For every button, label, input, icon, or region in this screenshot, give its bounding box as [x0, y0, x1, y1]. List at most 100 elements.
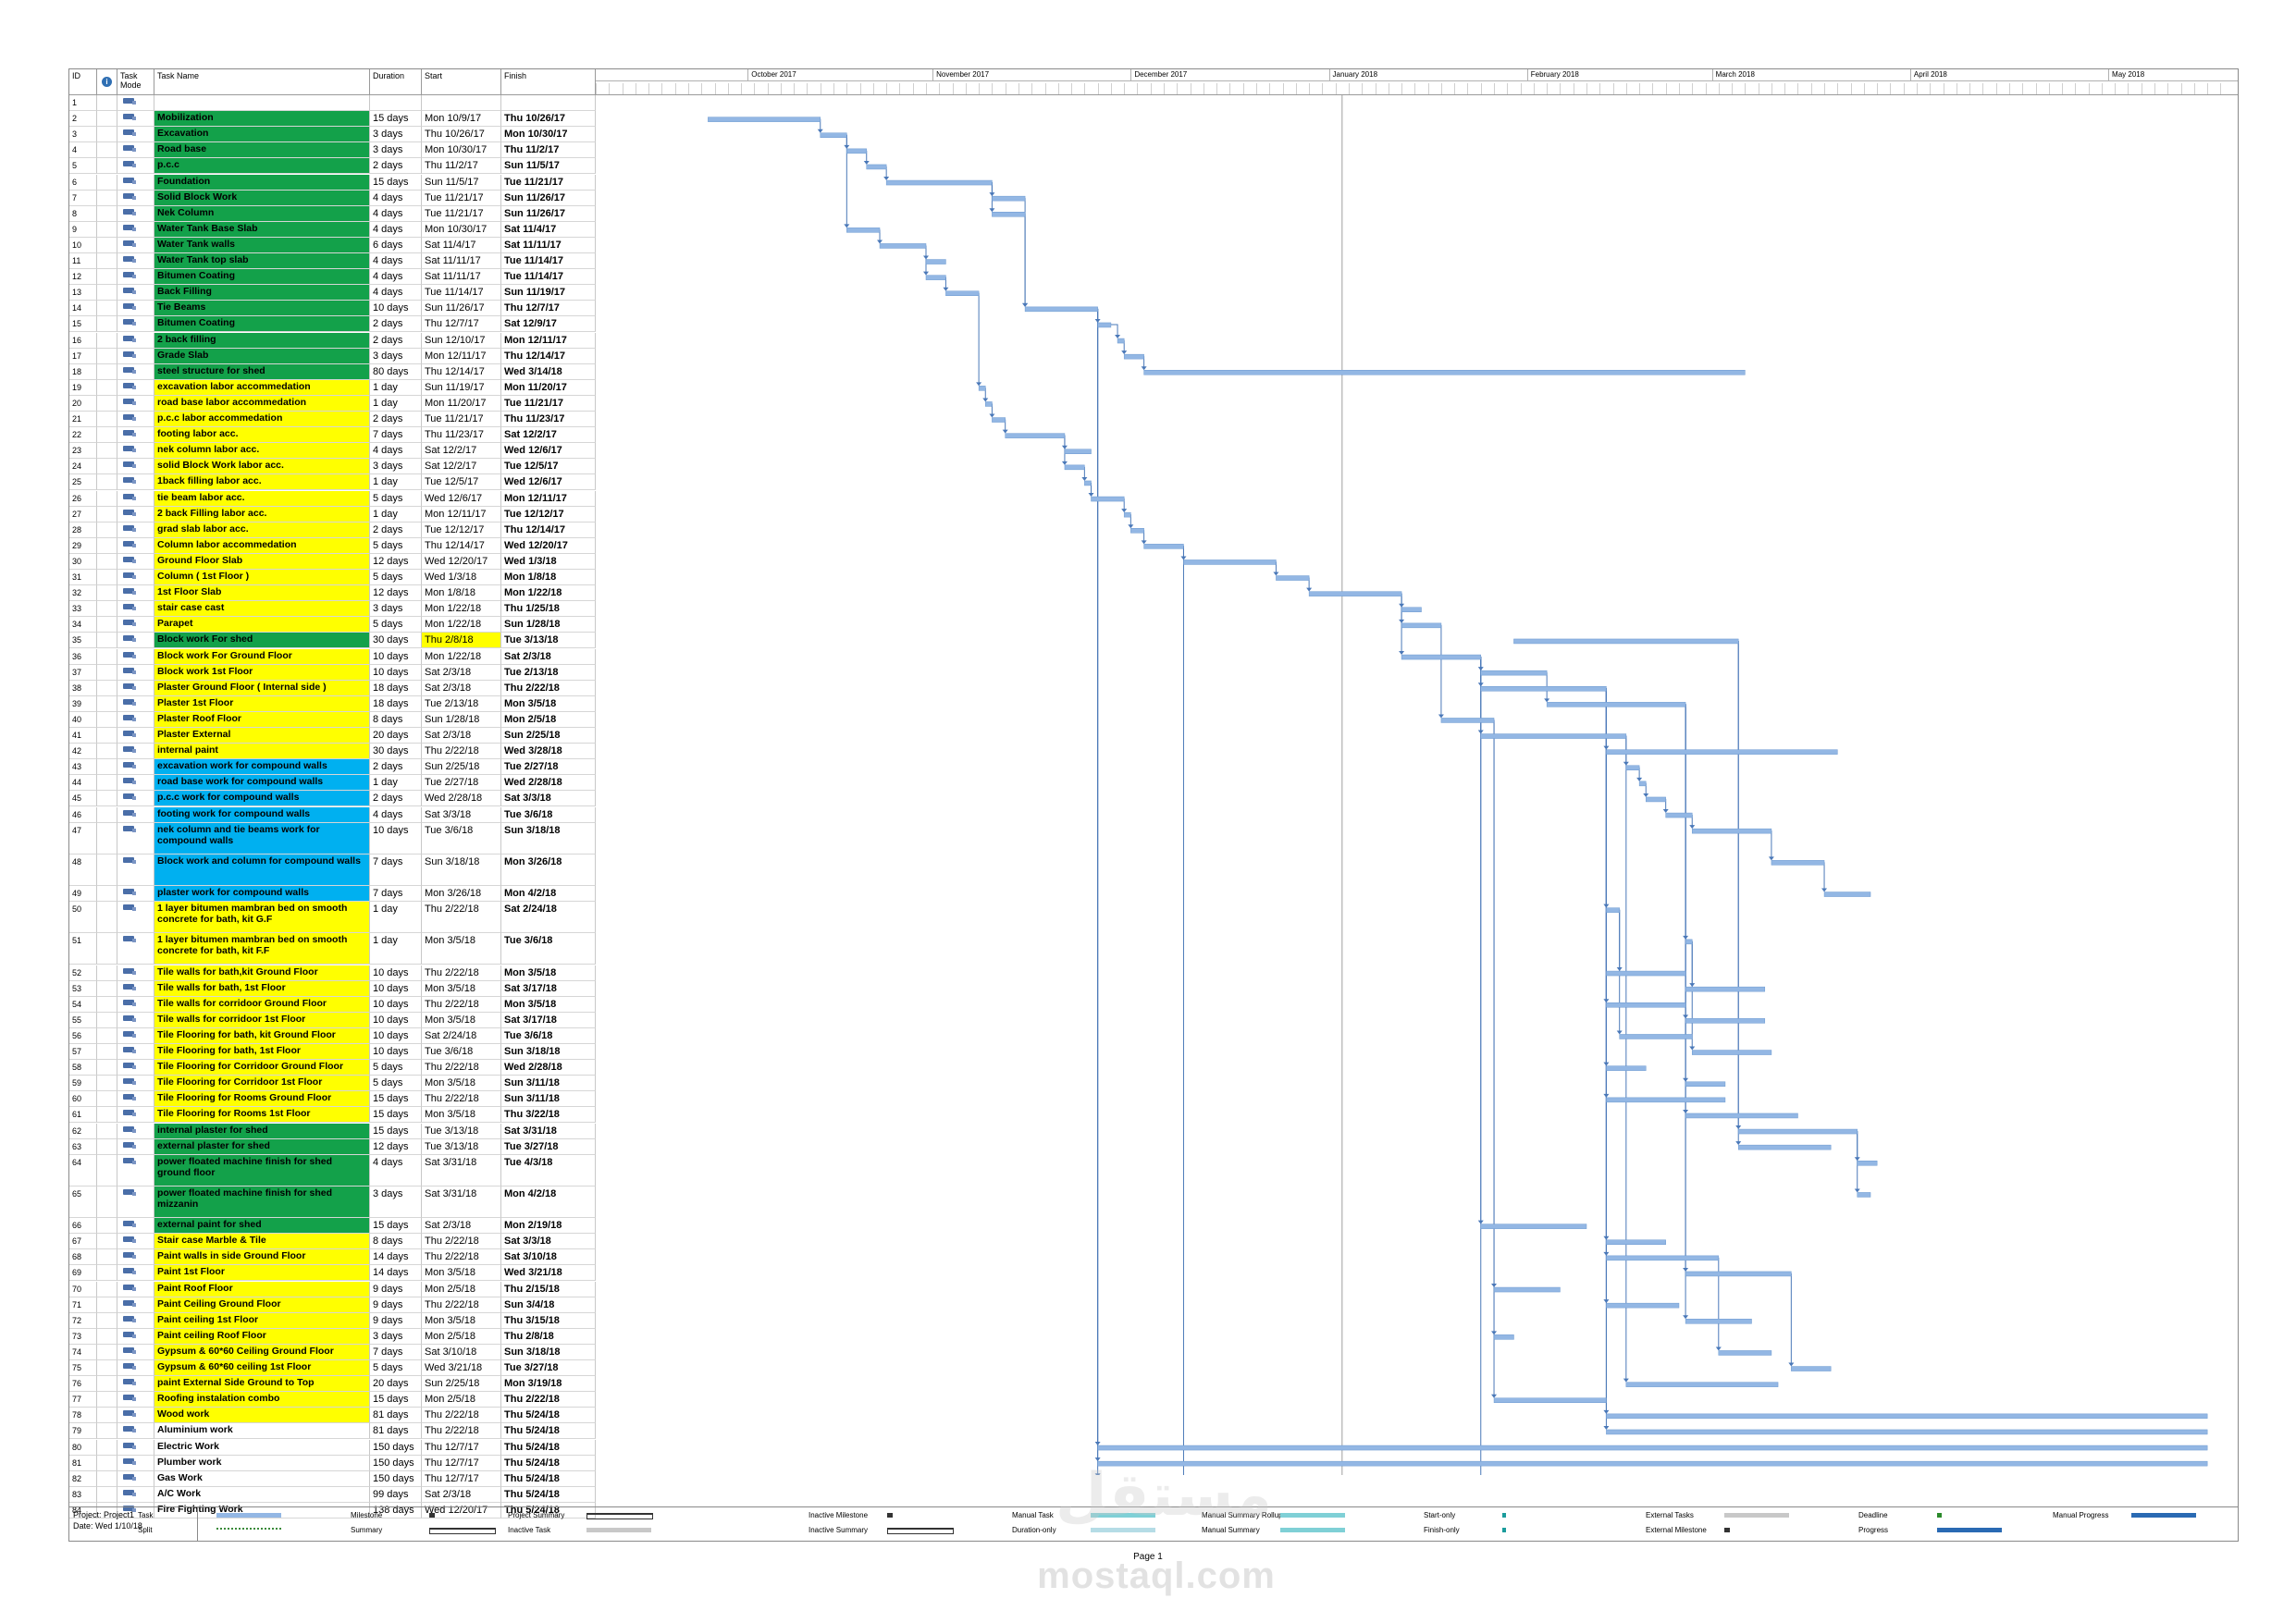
task-finish-cell[interactable]: Mon 2/19/18: [501, 1218, 596, 1235]
task-start-cell[interactable]: Thu 2/22/18: [422, 1060, 501, 1076]
task-finish-cell[interactable]: Thu 2/22/18: [501, 680, 596, 696]
task-mode-cell[interactable]: [117, 996, 154, 1013]
task-mode-cell[interactable]: [117, 427, 154, 444]
task-finish-cell[interactable]: Sun 3/18/18: [501, 1344, 596, 1360]
task-finish-cell[interactable]: Thu 1/25/18: [501, 601, 596, 618]
task-finish-cell[interactable]: Mon 3/19/18: [501, 1376, 596, 1393]
table-row[interactable]: 55 Tile walls for corridoor 1st Floor 10 d…: [69, 1012, 596, 1028]
task-bar[interactable]: [846, 227, 881, 233]
task-start-cell[interactable]: Tue 3/6/18: [422, 822, 501, 855]
table-row[interactable]: 70 Paint Roof Floor 9 days Mon 2/5/18 Thu 2/…: [69, 1281, 596, 1297]
task-finish-cell[interactable]: Sat 2/3/18: [501, 648, 596, 665]
task-info-cell[interactable]: [97, 1344, 117, 1360]
task-id-cell[interactable]: 76: [69, 1376, 97, 1393]
table-row[interactable]: 25 1back filling labor acc. 1 day Tue 12/5/…: [69, 474, 596, 491]
task-name-cell[interactable]: 1st Floor Slab: [154, 585, 370, 602]
task-info-cell[interactable]: [97, 506, 117, 523]
task-finish-cell[interactable]: Tue 3/27/18: [501, 1360, 596, 1377]
task-duration-cell[interactable]: 5 days: [370, 1360, 422, 1377]
task-finish-cell[interactable]: Sun 1/28/18: [501, 617, 596, 633]
task-info-cell[interactable]: [97, 1076, 117, 1092]
task-start-cell[interactable]: Tue 11/21/17: [422, 205, 501, 222]
task-info-cell[interactable]: [97, 158, 117, 175]
task-info-cell[interactable]: [97, 1234, 117, 1250]
task-mode-cell[interactable]: [117, 1408, 154, 1424]
task-duration-cell[interactable]: 3 days: [370, 127, 422, 143]
task-bar[interactable]: [1646, 796, 1666, 803]
task-bar[interactable]: [1493, 1334, 1514, 1340]
task-id-cell[interactable]: 41: [69, 728, 97, 744]
task-start-cell[interactable]: Mon 11/20/17: [422, 395, 501, 412]
task-finish-cell[interactable]: Tue 3/13/18: [501, 633, 596, 649]
task-start-cell[interactable]: Sat 2/3/18: [422, 680, 501, 696]
task-mode-cell[interactable]: [117, 1027, 154, 1044]
task-id-cell[interactable]: 48: [69, 854, 97, 886]
task-duration-cell[interactable]: 7 days: [370, 1344, 422, 1360]
task-bar[interactable]: [992, 417, 1006, 423]
table-row[interactable]: 8 Nek Column 4 days Tue 11/21/17 Sun 11/26/1…: [69, 205, 596, 222]
task-duration-cell[interactable]: 9 days: [370, 1281, 422, 1297]
task-info-cell[interactable]: [97, 775, 117, 792]
task-info-cell[interactable]: [97, 933, 117, 965]
task-duration-cell[interactable]: 3 days: [370, 142, 422, 159]
table-row[interactable]: 50 1 layer bitumen mambran bed on smooth …: [69, 902, 596, 934]
task-bar[interactable]: [1440, 718, 1495, 723]
task-id-cell[interactable]: 36: [69, 648, 97, 665]
task-name-cell[interactable]: external paint for shed: [154, 1218, 370, 1235]
task-id-cell[interactable]: 9: [69, 221, 97, 238]
task-finish-cell[interactable]: Thu 2/8/18: [501, 1328, 596, 1345]
task-info-cell[interactable]: [97, 680, 117, 696]
task-start-cell[interactable]: Mon 12/11/17: [422, 506, 501, 523]
task-bar[interactable]: [1791, 1366, 1832, 1371]
task-bar[interactable]: [1091, 496, 1125, 502]
task-bar[interactable]: [925, 275, 946, 280]
task-mode-cell[interactable]: [117, 1123, 154, 1139]
task-bar[interactable]: [1606, 1002, 1686, 1008]
task-name-cell[interactable]: Tile Flooring for Rooms Ground Floor: [154, 1091, 370, 1108]
task-bar[interactable]: [1625, 765, 1640, 770]
task-start-cell[interactable]: Sat 2/3/18: [422, 1486, 501, 1503]
task-duration-cell[interactable]: 15 days: [370, 174, 422, 191]
task-name-cell[interactable]: Tile Flooring for Rooms 1st Floor: [154, 1107, 370, 1124]
table-row[interactable]: 35 Block work For shed 30 days Thu 2/8/18 Tu…: [69, 633, 596, 649]
task-duration-cell[interactable]: 10 days: [370, 822, 422, 855]
task-finish-cell[interactable]: Sat 12/9/17: [501, 316, 596, 333]
task-start-cell[interactable]: Tue 11/21/17: [422, 190, 501, 206]
task-bar[interactable]: [992, 195, 1026, 202]
task-duration-cell[interactable]: 30 days: [370, 744, 422, 760]
task-id-cell[interactable]: 77: [69, 1392, 97, 1408]
task-name-cell[interactable]: Block work 1st Floor: [154, 664, 370, 681]
task-mode-cell[interactable]: [117, 363, 154, 380]
task-finish-cell[interactable]: Wed 3/28/18: [501, 744, 596, 760]
task-finish-cell[interactable]: Mon 3/5/18: [501, 695, 596, 712]
task-mode-cell[interactable]: [117, 1138, 154, 1155]
task-id-cell[interactable]: 34: [69, 617, 97, 633]
task-finish-cell[interactable]: Sat 3/3/18: [501, 1234, 596, 1250]
task-bar[interactable]: [1276, 575, 1310, 581]
task-mode-cell[interactable]: [117, 127, 154, 143]
task-name-cell[interactable]: internal plaster for shed: [154, 1123, 370, 1139]
task-start-cell[interactable]: Thu 2/22/18: [422, 744, 501, 760]
task-info-cell[interactable]: [97, 1312, 117, 1329]
task-duration-cell[interactable]: 12 days: [370, 585, 422, 602]
task-duration-cell[interactable]: 5 days: [370, 617, 422, 633]
task-name-cell[interactable]: Mobilization: [154, 111, 370, 128]
task-info-cell[interactable]: [97, 854, 117, 886]
task-name-cell[interactable]: road base work for compound walls: [154, 775, 370, 792]
task-mode-cell[interactable]: [117, 379, 154, 396]
task-start-cell[interactable]: Mon 3/5/18: [422, 1012, 501, 1028]
task-finish-cell[interactable]: Sun 2/25/18: [501, 728, 596, 744]
task-id-cell[interactable]: 38: [69, 680, 97, 696]
table-row[interactable]: 14 Tie Beams 10 days Sun 11/26/17 Thu 12/7/1…: [69, 301, 596, 317]
task-duration-cell[interactable]: 4 days: [370, 269, 422, 286]
task-bar[interactable]: [978, 386, 986, 391]
task-mode-cell[interactable]: [117, 285, 154, 301]
task-name-cell[interactable]: A/C Work: [154, 1486, 370, 1503]
task-bar[interactable]: [1737, 1128, 1858, 1135]
task-info-cell[interactable]: [97, 759, 117, 776]
task-start-cell[interactable]: Mon 3/5/18: [422, 980, 501, 997]
header-finish[interactable]: Finish: [501, 69, 596, 95]
table-row[interactable]: 74 Gypsum & 60*60 Ceiling Ground Floor 7 d…: [69, 1344, 596, 1360]
task-finish-cell[interactable]: Mon 3/26/18: [501, 854, 596, 886]
task-mode-cell[interactable]: [117, 1154, 154, 1187]
